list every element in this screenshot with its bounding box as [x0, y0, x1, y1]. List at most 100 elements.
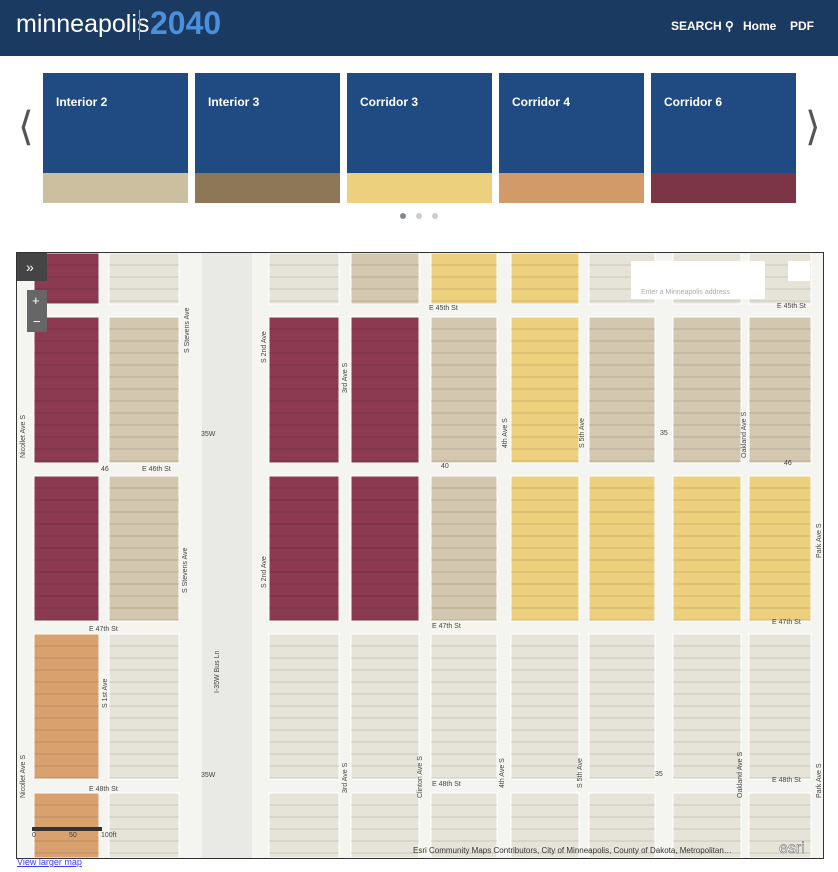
- street-label: Clinton Ave S: [417, 756, 424, 798]
- parcel-block: [430, 253, 498, 305]
- card-swatch: [43, 173, 188, 203]
- attribution: Esri Community Maps Contributors, City o…: [413, 846, 732, 855]
- dot[interactable]: [416, 213, 422, 219]
- zoom-in[interactable]: +: [32, 293, 40, 308]
- card[interactable]: Corridor 6: [651, 73, 796, 203]
- parcel-block: [672, 475, 742, 622]
- parcel-block: [430, 633, 498, 780]
- shield: 40: [441, 463, 449, 470]
- card-title: Interior 2: [43, 73, 188, 173]
- street-label: E 45th St: [429, 305, 458, 312]
- zoom-control[interactable]: [27, 290, 47, 332]
- parcel-block: [430, 792, 498, 858]
- street-label: E 48th St: [432, 781, 461, 788]
- nav-home[interactable]: Home: [743, 19, 777, 33]
- street-label: S 5th Ave: [579, 418, 586, 448]
- highway: [202, 253, 252, 858]
- street-label: Park Ave S: [816, 523, 823, 558]
- card[interactable]: Interior 2: [43, 73, 188, 203]
- dot[interactable]: [400, 213, 406, 219]
- card-swatch: [195, 173, 340, 203]
- parcel-block: [672, 633, 742, 780]
- parcel-block: [748, 633, 812, 780]
- parcel-block: [33, 633, 100, 780]
- dot[interactable]: [432, 213, 438, 219]
- search-box[interactable]: [631, 261, 765, 299]
- shield: 35W: [201, 772, 216, 779]
- street-label: S 2nd Ave: [261, 556, 268, 588]
- nav-search[interactable]: SEARCH ⚲: [671, 19, 734, 33]
- parcel-block: [268, 316, 340, 464]
- street-label: E 45th St: [777, 303, 806, 310]
- street-label: S Stevens Ave: [182, 547, 189, 593]
- parcel-block: [588, 792, 656, 858]
- parcel-block: [748, 316, 812, 464]
- map[interactable]: E 45th St E 45th St E 46th St E 47th St …: [16, 252, 824, 859]
- street-label: E 47th St: [432, 623, 461, 630]
- next-arrow[interactable]: ⟩: [805, 105, 821, 149]
- street-label: 3rd Ave S: [342, 362, 349, 393]
- shield: 35W: [201, 431, 216, 438]
- search-button[interactable]: [788, 261, 810, 281]
- card-swatch: [499, 173, 644, 203]
- card[interactable]: Corridor 4: [499, 73, 644, 203]
- parcel-block: [748, 792, 812, 858]
- street-label: Nicollet Ave S: [20, 415, 27, 458]
- parcel-block: [268, 475, 340, 622]
- scale-label: 0: [32, 832, 36, 839]
- parcel-block: [430, 316, 498, 464]
- parcel-block: [33, 316, 100, 464]
- street-label: Nicollet Ave S: [20, 755, 27, 798]
- street-label: Oakland Ave S: [737, 751, 744, 798]
- esri-logo: esri: [779, 840, 805, 857]
- expand-icon: »: [26, 259, 34, 275]
- nav-label: SEARCH: [671, 19, 722, 33]
- larger-map-link[interactable]: View larger map: [17, 857, 82, 867]
- street-label: Oakland Ave S: [741, 411, 748, 458]
- street-label: E 47th St: [89, 626, 118, 633]
- card-title: Corridor 3: [347, 73, 492, 173]
- street-label: S 2nd Ave: [261, 331, 268, 363]
- parcel-block: [33, 792, 100, 858]
- scale-bar: [32, 827, 102, 831]
- street-label: I-35W Bus Ln: [214, 650, 221, 693]
- parcel-block: [588, 475, 656, 622]
- zoom-out[interactable]: −: [33, 314, 41, 329]
- street-label: S 5th Ave: [577, 758, 584, 788]
- parcel-block: [350, 475, 420, 622]
- parcel-block: [108, 792, 180, 858]
- card[interactable]: Interior 3: [195, 73, 340, 203]
- parcel-block: [108, 316, 180, 464]
- card-swatch: [347, 173, 492, 203]
- scale-label: 50: [69, 832, 77, 839]
- shield: 46: [784, 460, 792, 467]
- year[interactable]: 2040: [150, 5, 222, 41]
- parcel-block: [108, 253, 180, 305]
- parcel-block: [350, 792, 420, 858]
- street-label: E 46th St: [142, 466, 171, 473]
- parcel-block: [108, 633, 180, 780]
- street-labels: E 45th St E 45th St E 46th St E 47th St …: [20, 303, 823, 798]
- parcel-block: [350, 253, 420, 305]
- card-swatch: [651, 173, 796, 203]
- street-label: 4th Ave S: [499, 758, 506, 788]
- nav-pdf[interactable]: PDF: [790, 19, 814, 33]
- parcel-block: [510, 316, 580, 464]
- street-label: S Stevens Ave: [184, 307, 191, 353]
- street-label: 4th Ave S: [502, 418, 509, 448]
- parcel-block: [510, 475, 580, 622]
- parcel-block: [672, 316, 742, 464]
- parcel-block: [430, 475, 498, 622]
- card[interactable]: Corridor 3: [347, 73, 492, 203]
- prev-arrow[interactable]: ⟨: [18, 105, 34, 149]
- parcel-block: [510, 633, 580, 780]
- map-canvas: E 45th St E 45th St E 46th St E 47th St …: [17, 253, 823, 858]
- card-title: Interior 3: [195, 73, 340, 173]
- search-input[interactable]: Enter a Minneapolis address: [641, 289, 730, 296]
- parcel-block: [748, 475, 812, 622]
- parcel-block: [588, 633, 656, 780]
- logo[interactable]: minneapolis: [16, 10, 150, 38]
- shield: 35: [660, 430, 668, 437]
- expand-button[interactable]: [17, 253, 47, 281]
